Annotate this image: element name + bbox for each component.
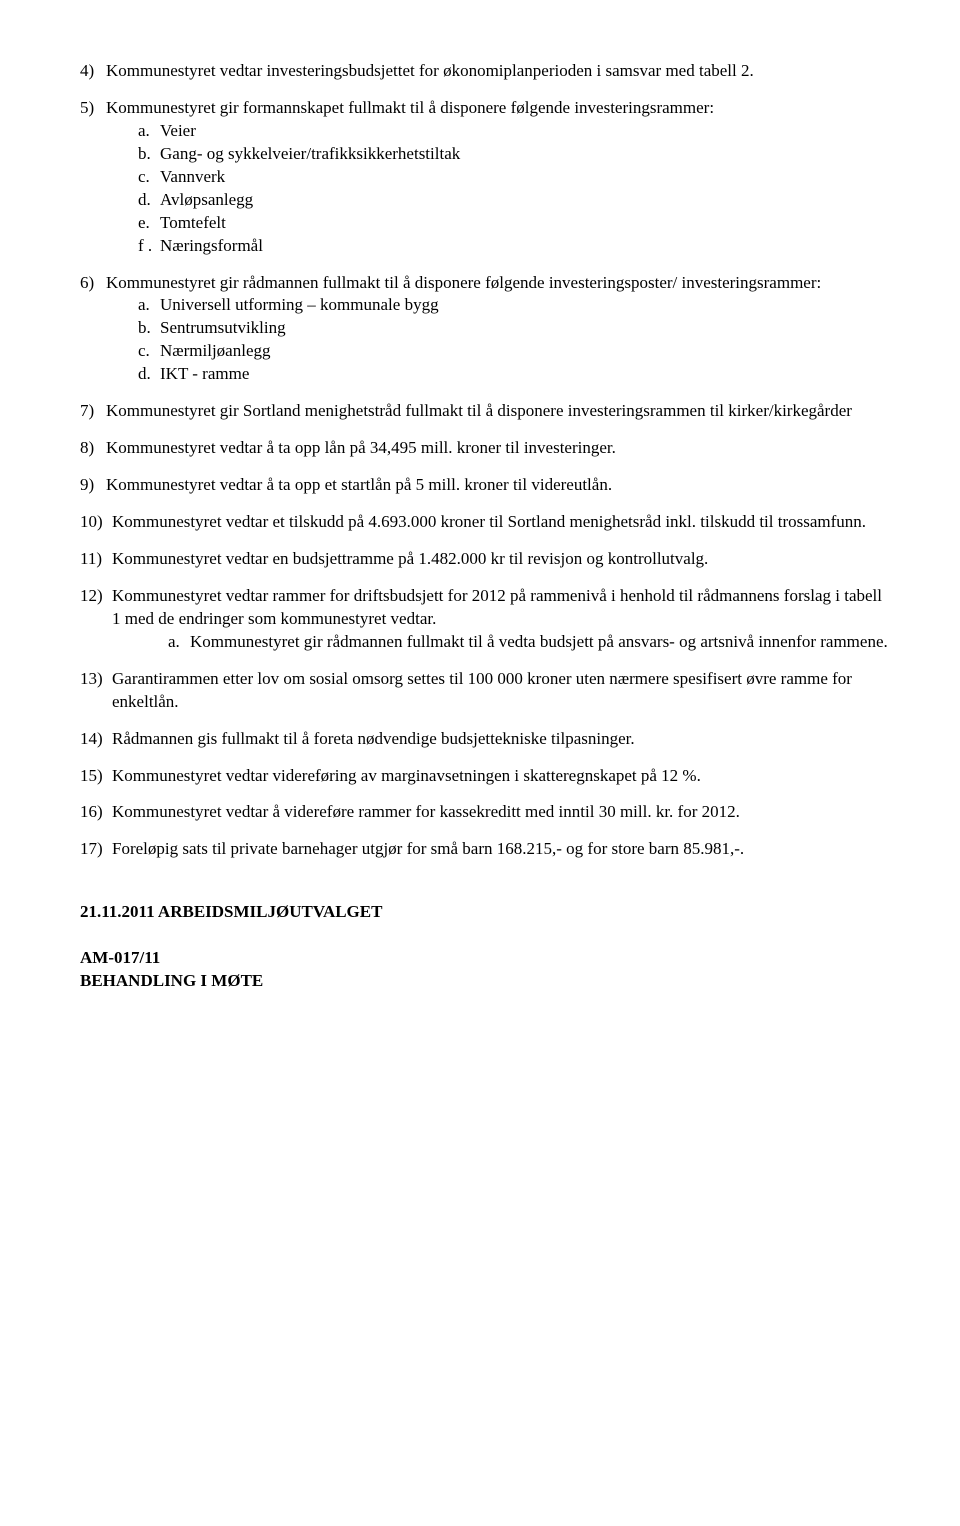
list-item-6: 6) Kommunestyret gir rådmannen fullmakt … bbox=[80, 272, 890, 387]
item-number: 4) bbox=[80, 60, 106, 83]
sub-text: Nærmiljøanlegg bbox=[160, 340, 270, 363]
list-item-7: 7) Kommunestyret gir Sortland menighetst… bbox=[80, 400, 890, 423]
sub-letter: d. bbox=[138, 363, 160, 386]
item-text: Kommunestyret vedtar å videreføre rammer… bbox=[112, 801, 740, 824]
item-text: Kommunestyret gir Sortland menighetstråd… bbox=[106, 400, 852, 423]
sub-text: Vannverk bbox=[160, 166, 225, 189]
item-text: Kommunestyret vedtar et tilskudd på 4.69… bbox=[112, 511, 866, 534]
footer-section: 21.11.2011 ARBEIDSMILJØUTVALGET AM-017/1… bbox=[80, 901, 890, 993]
item-text: Foreløpig sats til private barnehager ut… bbox=[112, 838, 744, 861]
sub-letter: a. bbox=[138, 294, 160, 317]
sub-text: Sentrumsutvikling bbox=[160, 317, 286, 340]
item-number: 14) bbox=[80, 728, 112, 751]
item-text: Kommunestyret vedtar å ta opp et startlå… bbox=[106, 474, 612, 497]
item-number: 17) bbox=[80, 838, 112, 861]
footer-date-heading: 21.11.2011 ARBEIDSMILJØUTVALGET bbox=[80, 901, 890, 924]
list-item-5: 5) Kommunestyret gir formannskapet fullm… bbox=[80, 97, 890, 258]
item-text: Rådmannen gis fullmakt til å foreta nødv… bbox=[112, 728, 635, 751]
item-number: 5) bbox=[80, 97, 106, 120]
item-text: Kommunestyret gir rådmannen fullmakt til… bbox=[106, 272, 821, 295]
item-text: Kommunestyret vedtar en budsjettramme på… bbox=[112, 548, 708, 571]
list-item-11: 11) Kommunestyret vedtar en budsjettramm… bbox=[80, 548, 890, 571]
list-item-9: 9) Kommunestyret vedtar å ta opp et star… bbox=[80, 474, 890, 497]
list-item-13: 13) Garantirammen etter lov om sosial om… bbox=[80, 668, 890, 714]
footer-meeting-line: BEHANDLING I MØTE bbox=[80, 970, 890, 993]
list-item-10: 10) Kommunestyret vedtar et tilskudd på … bbox=[80, 511, 890, 534]
item-text: Kommunestyret vedtar videreføring av mar… bbox=[112, 765, 701, 788]
sub-text: Avløpsanlegg bbox=[160, 189, 253, 212]
list-item-14: 14) Rådmannen gis fullmakt til å foreta … bbox=[80, 728, 890, 751]
sub-text: Kommunestyret gir rådmannen fullmakt til… bbox=[190, 631, 888, 654]
item-number: 13) bbox=[80, 668, 112, 714]
item-number: 16) bbox=[80, 801, 112, 824]
footer-reference: AM-017/11 bbox=[80, 947, 890, 970]
sub-text: Universell utforming – kommunale bygg bbox=[160, 294, 439, 317]
sub-text: Gang- og sykkelveier/trafikksikkerhetsti… bbox=[160, 143, 460, 166]
sub-letter: c. bbox=[138, 166, 160, 189]
sub-letter: a. bbox=[138, 120, 160, 143]
sub-text: Næringsformål bbox=[160, 235, 263, 258]
item-text: Kommunestyret vedtar rammer for driftsbu… bbox=[112, 585, 890, 631]
item-number: 8) bbox=[80, 437, 106, 460]
sub-letter: c. bbox=[138, 340, 160, 363]
list-item-16: 16) Kommunestyret vedtar å videreføre ra… bbox=[80, 801, 890, 824]
list-item-15: 15) Kommunestyret vedtar videreføring av… bbox=[80, 765, 890, 788]
item-number: 11) bbox=[80, 548, 112, 571]
sub-letter: f . bbox=[138, 235, 160, 258]
item-text: Kommunestyret vedtar investeringsbudsjet… bbox=[106, 60, 754, 83]
item-text: Kommunestyret vedtar å ta opp lån på 34,… bbox=[106, 437, 616, 460]
item-text: Kommunestyret gir formannskapet fullmakt… bbox=[106, 97, 714, 120]
sub-letter: b. bbox=[138, 143, 160, 166]
list-item-8: 8) Kommunestyret vedtar å ta opp lån på … bbox=[80, 437, 890, 460]
sub-letter: e. bbox=[138, 212, 160, 235]
sub-text: Veier bbox=[160, 120, 196, 143]
sub-text: IKT - ramme bbox=[160, 363, 249, 386]
sub-letter: a. bbox=[168, 631, 190, 654]
item-text: Garantirammen etter lov om sosial omsorg… bbox=[112, 668, 890, 714]
item-number: 9) bbox=[80, 474, 106, 497]
list-item-17: 17) Foreløpig sats til private barnehage… bbox=[80, 838, 890, 861]
item-number: 6) bbox=[80, 272, 106, 295]
sub-letter: d. bbox=[138, 189, 160, 212]
item-number: 12) bbox=[80, 585, 112, 631]
sub-letter: b. bbox=[138, 317, 160, 340]
item-number: 10) bbox=[80, 511, 112, 534]
list-item-12: 12) Kommunestyret vedtar rammer for drif… bbox=[80, 585, 890, 654]
item-number: 7) bbox=[80, 400, 106, 423]
sub-text: Tomtefelt bbox=[160, 212, 226, 235]
list-item-4: 4) Kommunestyret vedtar investeringsbuds… bbox=[80, 60, 890, 83]
item-number: 15) bbox=[80, 765, 112, 788]
